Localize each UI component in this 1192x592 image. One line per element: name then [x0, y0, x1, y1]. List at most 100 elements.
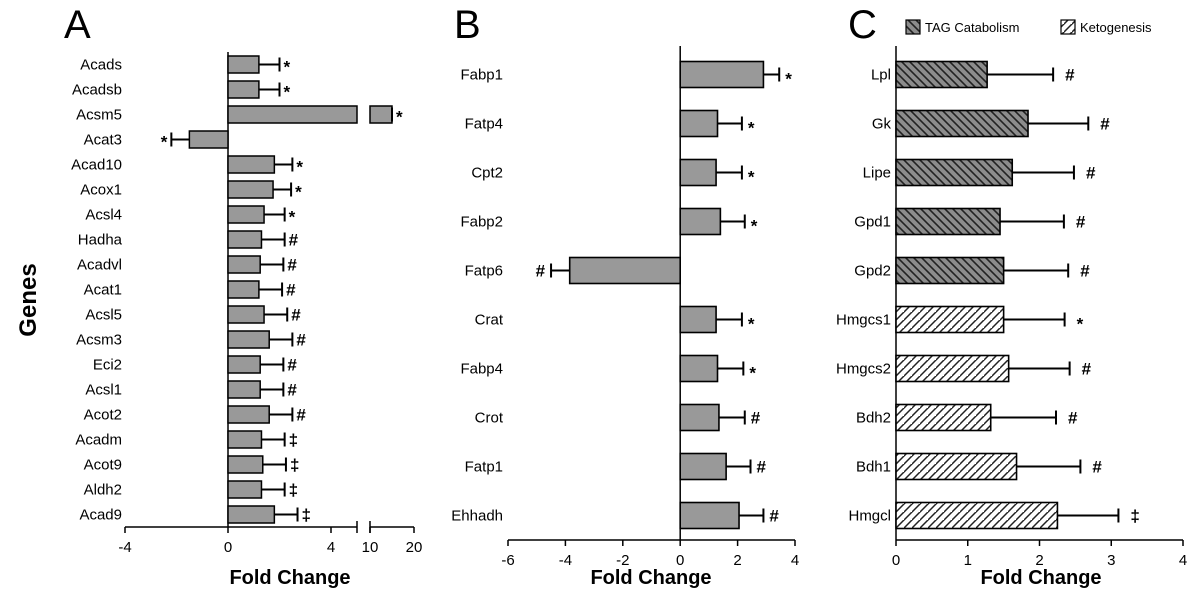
panel-a-x-tick-label: 20 — [406, 539, 423, 556]
panel-b-x-tick-label: 2 — [733, 552, 741, 569]
panel-c-gene-label-bdh1: Bdh1 — [856, 459, 891, 476]
panel-a-significance-acsm3: # — [296, 331, 306, 350]
panel-a-significance-acot9: ‡ — [290, 456, 299, 475]
panel-b-bar-ehhadh — [679, 501, 740, 530]
panel-a-x-axis-title: Fold Change — [229, 567, 350, 589]
panel-c-x-tick-label: 4 — [1179, 552, 1187, 569]
panel-a-bar-acadm — [227, 430, 263, 449]
panel-b-significance-fabp4: * — [749, 364, 756, 383]
panel-a-bar-acsl5 — [227, 305, 265, 324]
panel-a-gene-label-acads: Acads — [80, 57, 122, 74]
panel-a-significance-acadm: ‡ — [289, 431, 298, 450]
panel-a-significance-aldh2: ‡ — [289, 481, 298, 500]
panel-a-gene-label-aldh2: Aldh2 — [84, 482, 122, 499]
panel-a-gene-label-acad10: Acad10 — [71, 157, 122, 174]
panel-c-letter: C — [848, 3, 877, 47]
panel-a-bar-break-gap — [358, 105, 369, 124]
panel-a-significance-acads: * — [284, 58, 291, 77]
panel-a-bar-acsm3 — [227, 330, 270, 349]
panel-c-x-tick-label: 3 — [1107, 552, 1115, 569]
panel-c-gene-label-hmgcs1: Hmgcs1 — [836, 312, 891, 329]
panel-a-bar-acat3 — [188, 130, 229, 149]
panel-b-significance-fabp2: * — [751, 217, 758, 236]
panel-a-bar-acox1 — [227, 180, 274, 199]
panel-a-gene-label-acsm3: Acsm3 — [76, 332, 122, 349]
panel-a-gene-label-hadha: Hadha — [78, 232, 123, 249]
panel-c-bar-lpl — [895, 60, 988, 89]
panel-a-significance-acsm5: * — [396, 108, 403, 127]
panel-a-gene-label-acadm: Acadm — [75, 432, 122, 449]
panel-b-gene-label-ehhadh: Ehhadh — [451, 508, 503, 525]
panel-c-bar-lipe — [895, 158, 1014, 187]
panel-b-gene-label-fabp4: Fabp4 — [460, 361, 503, 378]
panel-b-significance-fatp6: # — [536, 262, 546, 281]
panel-a-significance-acad9: ‡ — [302, 506, 311, 525]
panel-c-bar-hmgcl — [895, 501, 1059, 530]
panel-b-gene-label-fabp1: Fabp1 — [460, 67, 503, 84]
panel-c-gene-label-lpl: Lpl — [871, 67, 891, 84]
panel-b-bar-crot — [679, 403, 720, 432]
panel-a-gene-label-acadsb: Acadsb — [72, 82, 122, 99]
panel-a-x-tick-label: 10 — [362, 539, 379, 556]
panel-b-x-tick-label: -4 — [559, 552, 572, 569]
panel-c-bar-hmgcs2 — [895, 354, 1010, 383]
panel-c-significance-hmgcl: ‡ — [1130, 507, 1139, 526]
panel-a-bar-eci2 — [227, 355, 261, 374]
panel-c-bar-hmgcs1 — [895, 305, 1005, 334]
y-axis-title: Genes — [15, 263, 42, 336]
panel-a-bar-acadsb — [227, 80, 260, 99]
panel-c-x-tick-label: 1 — [964, 552, 972, 569]
legend-label-ketogenesis: Ketogenesis — [1080, 20, 1152, 35]
panel-a-bar-aldh2 — [227, 480, 263, 499]
panel-b-x-tick-label: -6 — [501, 552, 514, 569]
panel-b-bar-fatp6 — [568, 256, 682, 285]
panel-c-bar-bdh2 — [895, 403, 992, 432]
panel-c-gene-label-gpd2: Gpd2 — [854, 263, 891, 280]
panel-c-significance-bdh1: # — [1092, 458, 1102, 477]
panel-a-significance-acot2: # — [296, 406, 306, 425]
panel-c-significance-lipe: # — [1086, 164, 1096, 183]
panel-c-x-tick-label: 2 — [1035, 552, 1043, 569]
panel-a-gene-label-acat1: Acat1 — [84, 282, 122, 299]
panel-c-significance-gk: # — [1100, 115, 1110, 134]
panel-b-gene-label-crat: Crat — [475, 312, 504, 329]
panel-a-bar-acad9 — [227, 505, 276, 524]
panel-b-x-tick-label: 4 — [791, 552, 799, 569]
panel-a-gene-label-acot9: Acot9 — [84, 457, 122, 474]
panel-c-significance-lpl: # — [1065, 66, 1075, 85]
panel-a-gene-label-acsl4: Acsl4 — [85, 207, 122, 224]
legend-swatch-tag-catabolism — [905, 19, 921, 35]
panel-a-significance-acox1: * — [295, 183, 302, 202]
panel-c-significance-bdh2: # — [1068, 409, 1078, 428]
panel-c-bar-gpd1 — [895, 207, 1001, 236]
panel-a-gene-label-eci2: Eci2 — [93, 357, 122, 374]
panel-a-gene-label-acsm5: Acsm5 — [76, 107, 122, 124]
legend: TAG Catabolism Ketogenesis — [905, 19, 1152, 35]
panel-b-x-tick-label: 0 — [676, 552, 684, 569]
panel-a-bar-acat1 — [227, 280, 260, 299]
panel-a-significance-hadha: # — [289, 231, 299, 250]
panel-b-significance-cpt2: * — [748, 168, 755, 187]
panel-b-significance-fatp1: # — [757, 458, 767, 477]
panel-c-gene-label-gk: Gk — [872, 116, 892, 133]
panel-a-bar-acsl4 — [227, 205, 265, 224]
panel-a-bar-acsl1 — [227, 380, 261, 399]
panel-a-gene-label-acad9: Acad9 — [79, 507, 122, 524]
panel-b-gene-label-crot: Crot — [475, 410, 504, 427]
panel-b-x-tick-label: -2 — [616, 552, 629, 569]
panel-a-significance-eci2: # — [287, 356, 297, 375]
panel-c-significance-hmgcs2: # — [1082, 360, 1092, 379]
panel-c-significance-gpd2: # — [1080, 262, 1090, 281]
panel-a: A Fold Change -4 0 4 10 20 Acads * Acadsb * Acsm5… — [64, 3, 422, 589]
panel-b-gene-label-cpt2: Cpt2 — [471, 165, 503, 182]
panel-b-letter: B — [454, 3, 481, 47]
panel-a-significance-acsl5: # — [291, 306, 301, 325]
panel-a-significance-acadvl: # — [287, 256, 297, 275]
panel-a-gene-label-acat3: Acat3 — [84, 132, 122, 149]
panel-a-significance-acad10: * — [296, 158, 303, 177]
panel-a-letter: A — [64, 3, 91, 47]
panel-a-significance-acadsb: * — [284, 83, 291, 102]
panel-b-gene-label-fatp4: Fatp4 — [465, 116, 503, 133]
panel-c-gene-label-gpd1: Gpd1 — [854, 214, 891, 231]
